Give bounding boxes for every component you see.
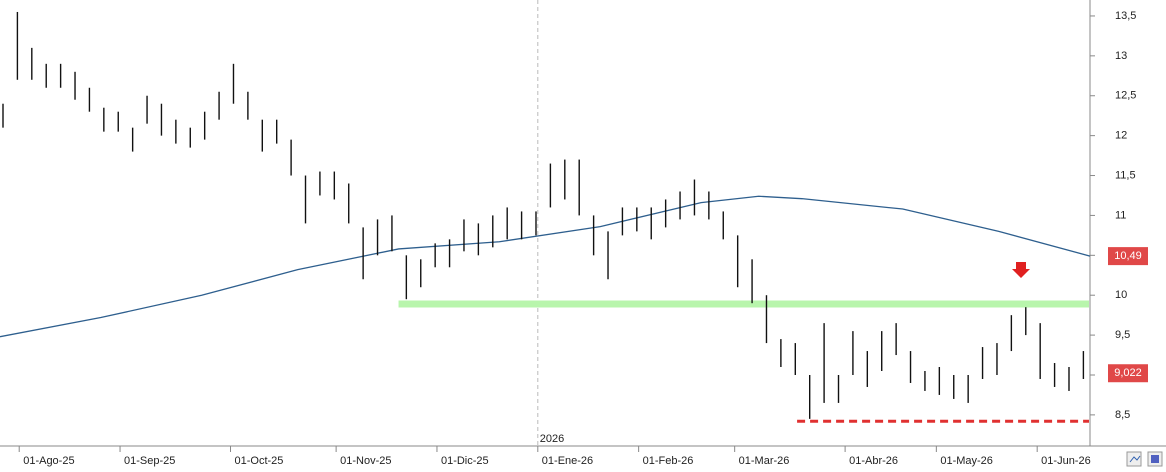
moving-average [0,195,1091,338]
tool-icon[interactable] [1126,451,1142,467]
last-value-box [1108,247,1148,266]
x-tick-label: 01-Sep-25 [124,455,175,467]
x-tick-label: 01-Dic-25 [441,455,489,467]
x-tick-label: 01-Ago-25 [23,455,74,467]
y-tick-label: 8,5 [1115,409,1130,421]
x-tick-label: 01-Mar-26 [739,455,790,467]
y-tick-label: 12 [1115,130,1127,142]
x-tick-label: 01-Ene-26 [542,455,593,467]
x-tick-label: 01-May-26 [940,455,993,467]
year-label: 2026 [540,433,564,445]
save-icon-glyph [1151,455,1159,463]
tool-icon-glyph [1129,455,1141,463]
last-value-label: 10,49 [1114,250,1142,262]
x-tick-label: 01-Nov-25 [340,455,391,467]
x-tick-label: 01-Jun-26 [1041,455,1091,467]
last-value-box [1108,364,1148,383]
x-tick-label: 01-Feb-26 [643,455,694,467]
last-value-label: 9,022 [1114,367,1142,379]
y-tick-label: 11,5 [1115,169,1136,181]
x-tick-label: 01-Oct-25 [234,455,283,467]
y-tick-label: 13 [1115,50,1127,62]
y-tick-label: 10 [1115,289,1127,301]
arrow-annotation [1012,262,1030,278]
x-tick-label: 01-Abr-26 [849,455,898,467]
y-tick-label: 9,5 [1115,329,1130,341]
y-tick-label: 12,5 [1115,90,1136,102]
y-tick-label: 13,5 [1115,10,1136,22]
y-tick-label: 11 [1115,209,1126,221]
